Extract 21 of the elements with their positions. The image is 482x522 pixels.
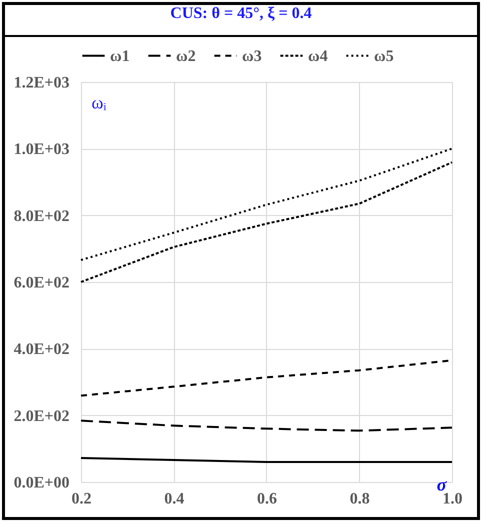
y-axis-title: ωᵢ xyxy=(92,92,106,112)
legend-label: ω2 xyxy=(176,48,196,65)
line-series xyxy=(80,148,453,261)
y-tick-label: 0.0E+00 xyxy=(14,474,70,492)
line-series xyxy=(80,420,453,432)
legend-label: ω1 xyxy=(110,48,130,65)
legend-label: ω4 xyxy=(308,48,328,65)
x-tick-label: 0.4 xyxy=(164,490,184,508)
legend-label: ω5 xyxy=(374,48,394,65)
y-tick-label: 1.2E+03 xyxy=(14,74,70,92)
y-tick-label: 6.0E+02 xyxy=(14,274,70,292)
y-tick-label: 1.0E+03 xyxy=(14,141,70,158)
legend-label: ω3 xyxy=(242,48,262,65)
chart-title: CUS: θ = 45°, ξ = 0.4 xyxy=(5,5,477,37)
x-tick-label: 0.2 xyxy=(72,490,92,508)
line-series xyxy=(80,161,453,283)
x-tick-label: 0.8 xyxy=(350,490,370,508)
x-tick-label: 0.6 xyxy=(257,490,277,508)
y-tick-label: 8.0E+02 xyxy=(14,208,70,225)
y-tick-label: 2.0E+02 xyxy=(14,408,70,425)
y-tick-label: 4.0E+02 xyxy=(14,341,70,358)
